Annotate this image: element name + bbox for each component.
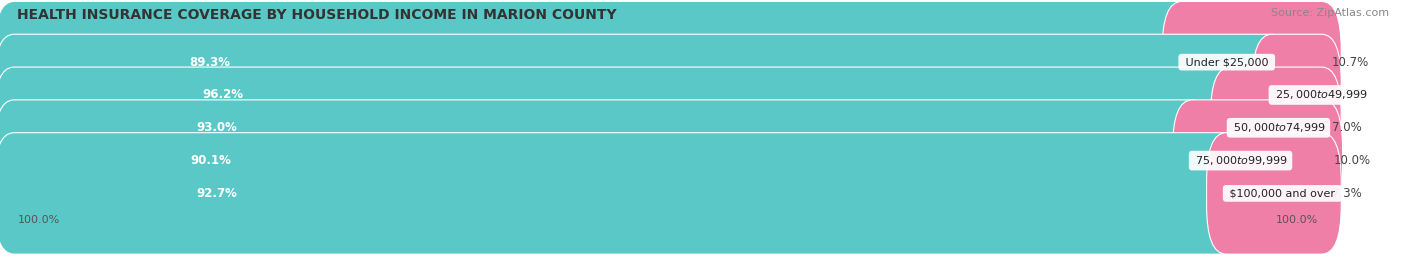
Text: 10.0%: 10.0% xyxy=(1333,154,1371,167)
FancyBboxPatch shape xyxy=(14,46,1322,79)
Text: HEALTH INSURANCE COVERAGE BY HOUSEHOLD INCOME IN MARION COUNTY: HEALTH INSURANCE COVERAGE BY HOUSEHOLD I… xyxy=(17,8,616,22)
Text: $100,000 and over: $100,000 and over xyxy=(1226,188,1339,199)
FancyBboxPatch shape xyxy=(1173,100,1343,221)
Text: 100.0%: 100.0% xyxy=(18,215,60,225)
Text: 90.1%: 90.1% xyxy=(191,154,232,167)
FancyBboxPatch shape xyxy=(14,177,1322,210)
Text: Under $25,000: Under $25,000 xyxy=(1181,57,1272,67)
FancyBboxPatch shape xyxy=(0,34,1292,156)
FancyBboxPatch shape xyxy=(1211,67,1341,189)
Text: $75,000 to $99,999: $75,000 to $99,999 xyxy=(1192,154,1289,167)
FancyBboxPatch shape xyxy=(1253,34,1341,156)
Text: $50,000 to $74,999: $50,000 to $74,999 xyxy=(1230,121,1327,134)
FancyBboxPatch shape xyxy=(0,1,1201,123)
Text: 10.7%: 10.7% xyxy=(1331,56,1369,69)
Text: 100.0%: 100.0% xyxy=(1275,215,1317,225)
Text: 7.0%: 7.0% xyxy=(1331,121,1362,134)
Text: Source: ZipAtlas.com: Source: ZipAtlas.com xyxy=(1271,8,1389,18)
Legend: With Coverage, Without Coverage: With Coverage, Without Coverage xyxy=(537,267,799,269)
FancyBboxPatch shape xyxy=(1163,1,1341,123)
FancyBboxPatch shape xyxy=(14,79,1322,111)
FancyBboxPatch shape xyxy=(14,111,1322,144)
Text: 3.8%: 3.8% xyxy=(1331,89,1362,101)
Text: 93.0%: 93.0% xyxy=(197,121,238,134)
FancyBboxPatch shape xyxy=(14,144,1322,177)
FancyBboxPatch shape xyxy=(1206,133,1341,254)
FancyBboxPatch shape xyxy=(0,100,1212,221)
FancyBboxPatch shape xyxy=(0,133,1246,254)
Text: 96.2%: 96.2% xyxy=(202,89,243,101)
FancyBboxPatch shape xyxy=(0,67,1250,189)
Text: 7.3%: 7.3% xyxy=(1331,187,1362,200)
Text: $25,000 to $49,999: $25,000 to $49,999 xyxy=(1272,89,1368,101)
Text: 89.3%: 89.3% xyxy=(190,56,231,69)
Text: 92.7%: 92.7% xyxy=(195,187,236,200)
